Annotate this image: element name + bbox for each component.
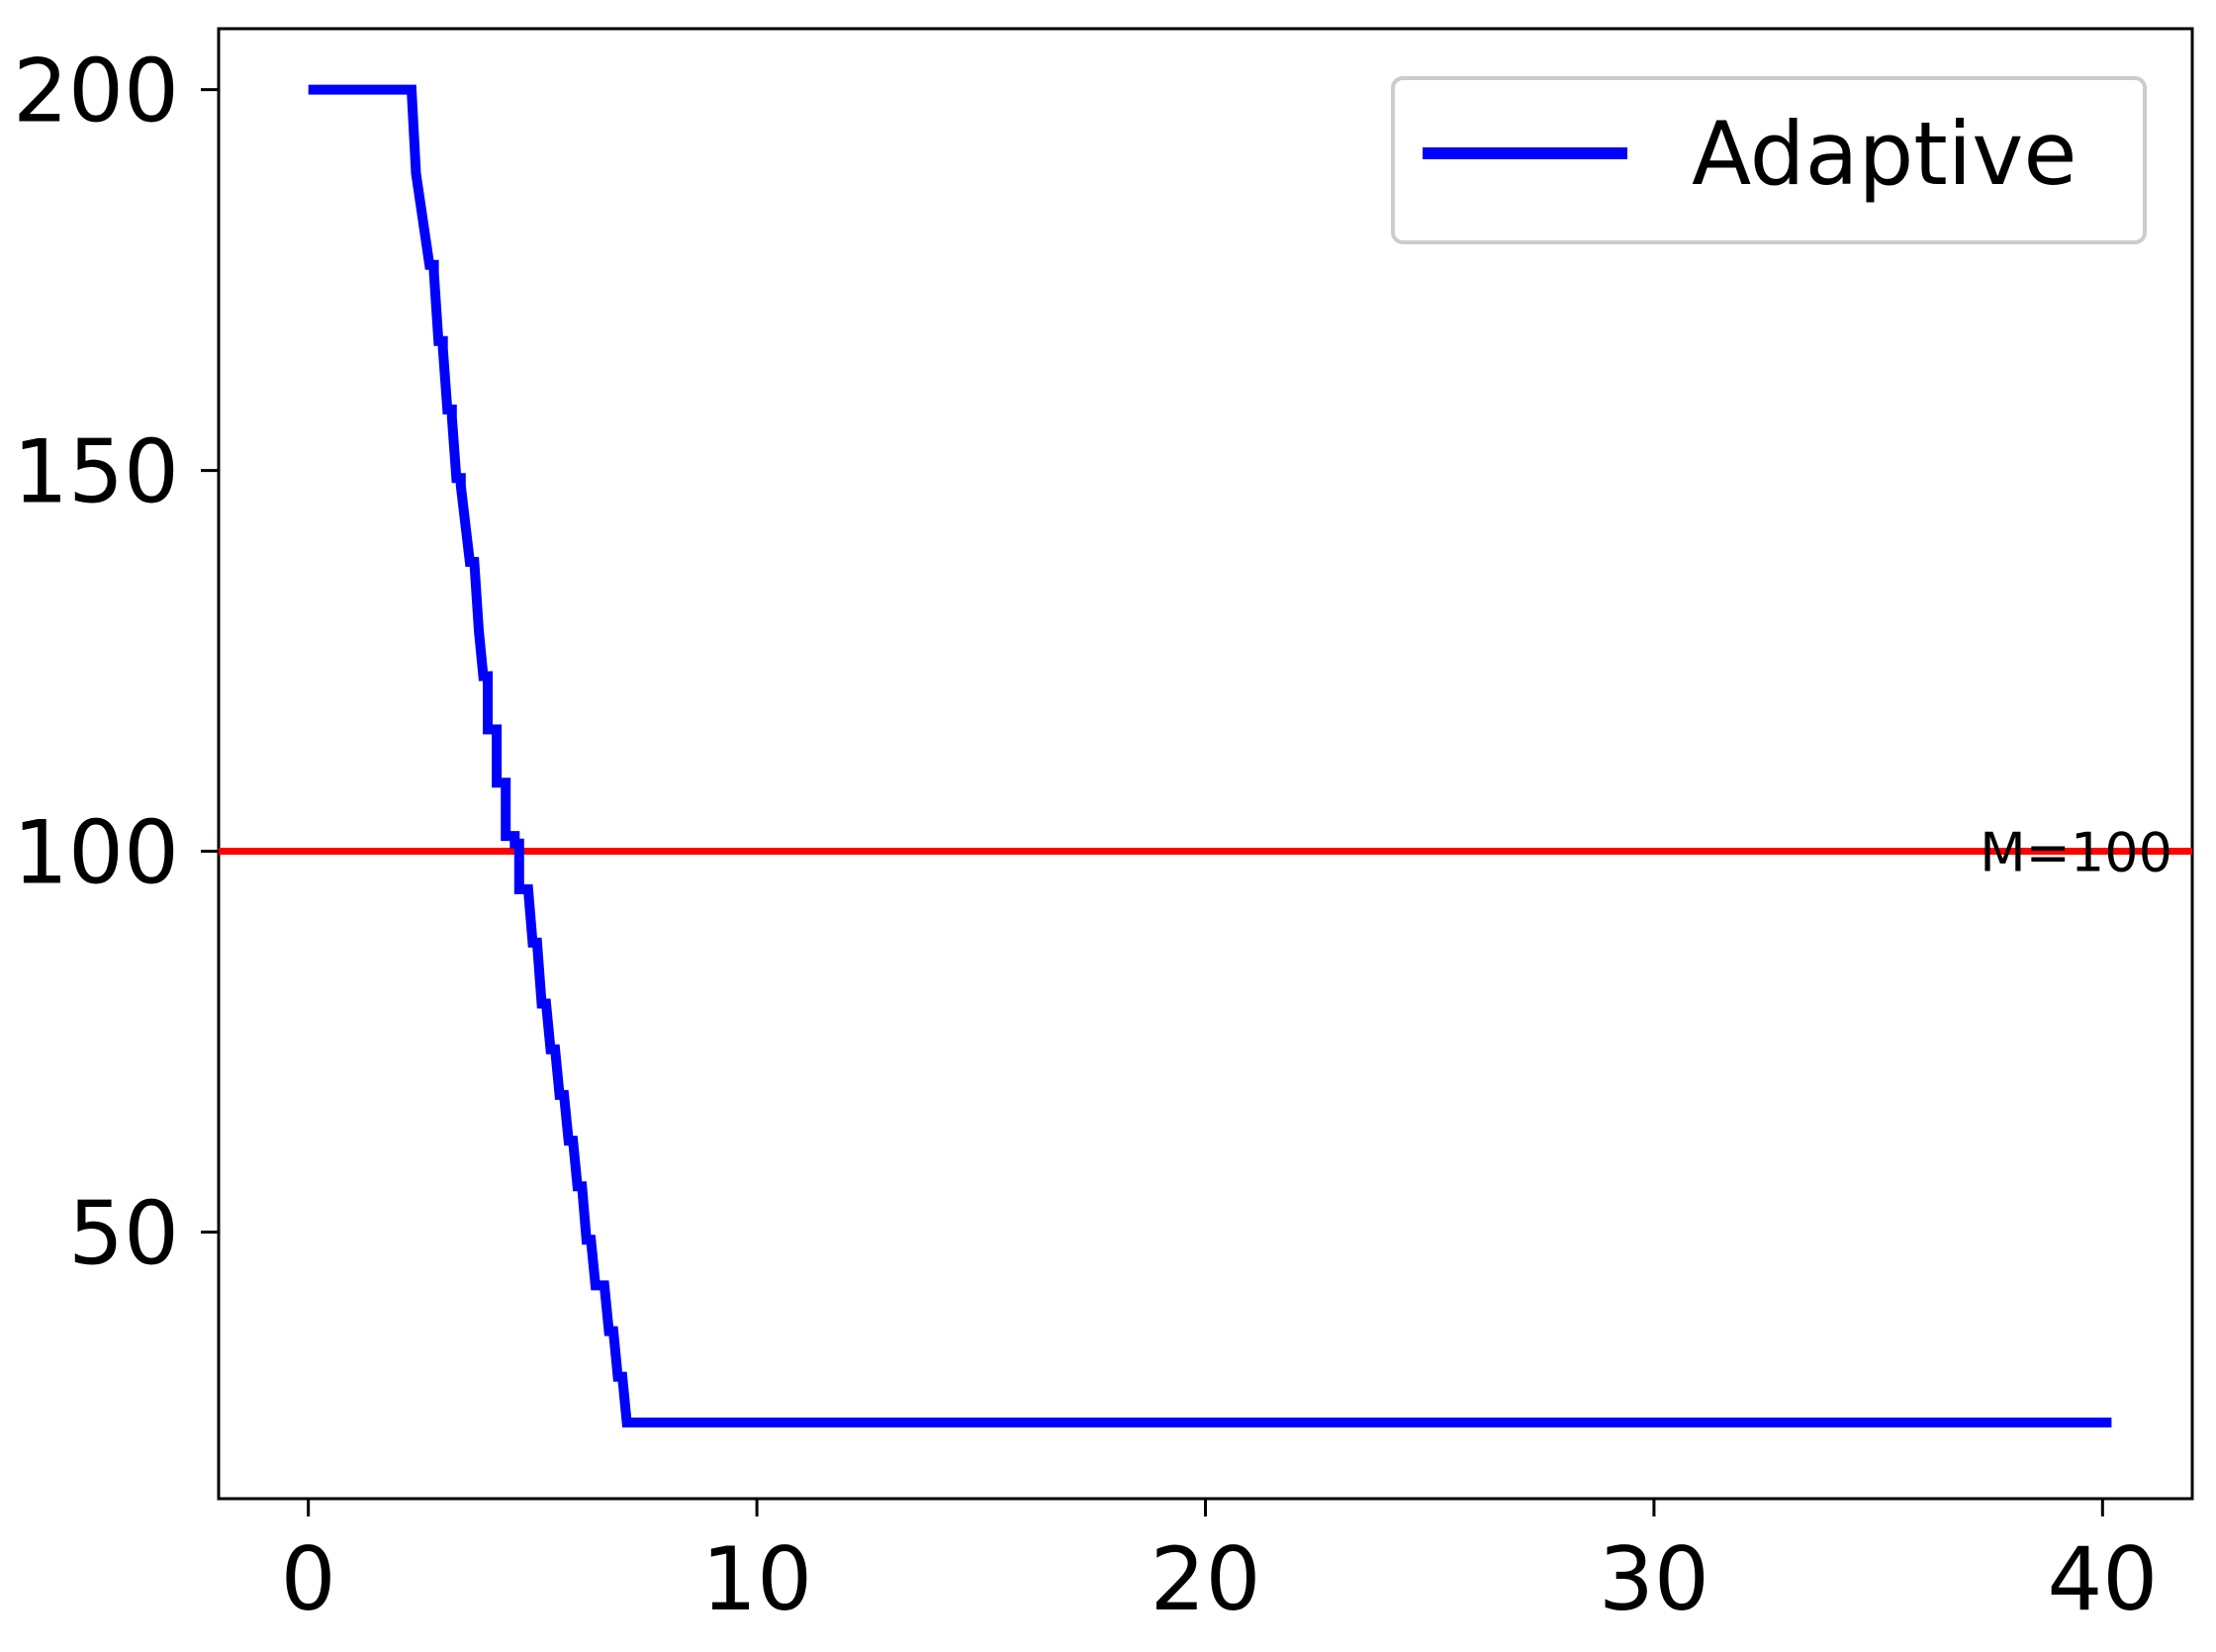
y-tick-label: 200 — [13, 41, 179, 142]
y-axis: 50 100 150 200 — [13, 41, 219, 1285]
y-tick-label: 50 — [68, 1183, 179, 1285]
x-tick-label: 30 — [1599, 1528, 1709, 1630]
reference-labels: M=100 — [1980, 822, 2172, 884]
plot-frame — [217, 27, 2194, 1501]
plot-area: 0 10 20 30 40 50 100 150 200 M=100 — [13, 27, 2194, 1630]
reference-line-label: M=100 — [1980, 822, 2172, 884]
x-tick-label: 40 — [2047, 1528, 2158, 1630]
x-tick-label: 0 — [281, 1528, 336, 1630]
x-axis: 0 10 20 30 40 — [281, 1499, 2158, 1630]
legend: Adaptive — [1391, 76, 2147, 244]
legend-label-adaptive: Adaptive — [1692, 103, 2077, 205]
series-layer — [308, 84, 2112, 1427]
x-tick-label: 10 — [701, 1528, 812, 1630]
x-tick-label: 20 — [1151, 1528, 1261, 1630]
y-tick-label: 100 — [13, 802, 179, 904]
legend-box — [1391, 76, 2147, 244]
series-line-adaptive — [308, 84, 2112, 1427]
y-tick-label: 150 — [13, 421, 179, 523]
